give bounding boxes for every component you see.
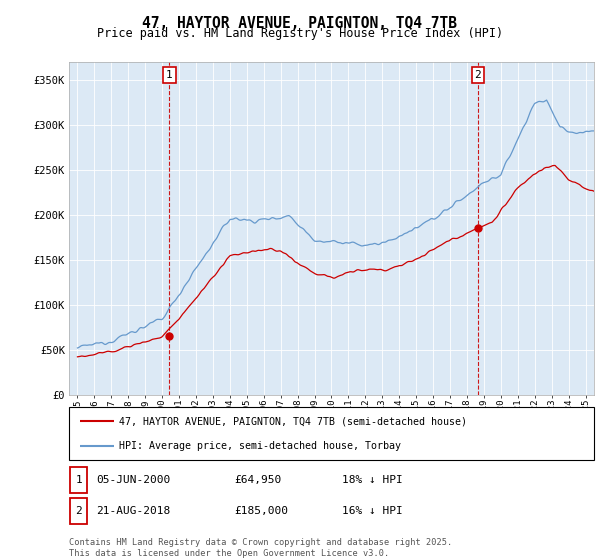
Text: 1: 1 bbox=[75, 475, 82, 485]
Text: 2: 2 bbox=[75, 506, 82, 516]
Text: 21-AUG-2018: 21-AUG-2018 bbox=[96, 506, 170, 516]
Text: Contains HM Land Registry data © Crown copyright and database right 2025.
This d: Contains HM Land Registry data © Crown c… bbox=[69, 538, 452, 558]
Text: 1: 1 bbox=[166, 70, 173, 80]
Bar bbox=[70, 467, 87, 493]
Text: Price paid vs. HM Land Registry's House Price Index (HPI): Price paid vs. HM Land Registry's House … bbox=[97, 27, 503, 40]
Text: 16% ↓ HPI: 16% ↓ HPI bbox=[342, 506, 403, 516]
Bar bbox=[70, 498, 87, 524]
Text: £64,950: £64,950 bbox=[234, 475, 281, 485]
Text: 47, HAYTOR AVENUE, PAIGNTON, TQ4 7TB: 47, HAYTOR AVENUE, PAIGNTON, TQ4 7TB bbox=[143, 16, 458, 31]
Text: HPI: Average price, semi-detached house, Torbay: HPI: Average price, semi-detached house,… bbox=[119, 441, 401, 451]
Text: 05-JUN-2000: 05-JUN-2000 bbox=[96, 475, 170, 485]
Text: 2: 2 bbox=[475, 70, 481, 80]
Text: 18% ↓ HPI: 18% ↓ HPI bbox=[342, 475, 403, 485]
Text: 47, HAYTOR AVENUE, PAIGNTON, TQ4 7TB (semi-detached house): 47, HAYTOR AVENUE, PAIGNTON, TQ4 7TB (se… bbox=[119, 417, 467, 427]
Text: £185,000: £185,000 bbox=[234, 506, 288, 516]
